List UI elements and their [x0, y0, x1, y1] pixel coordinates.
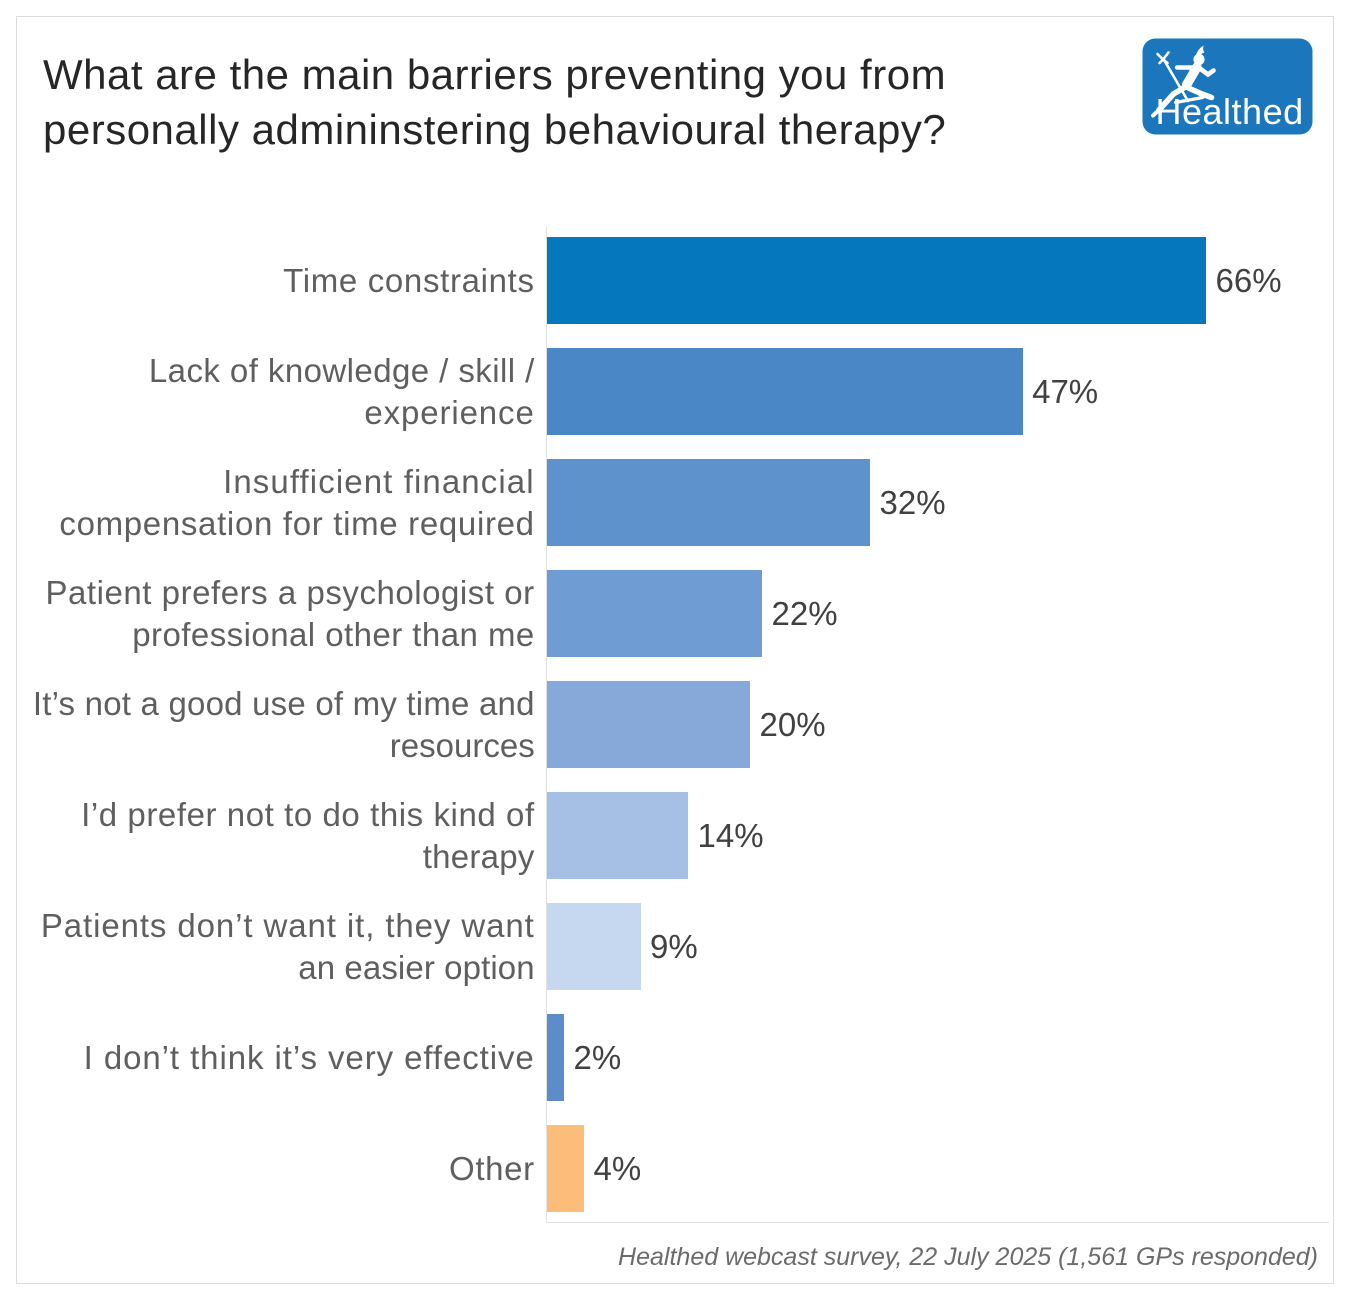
svg-text:Healthed: Healthed — [1156, 91, 1304, 132]
